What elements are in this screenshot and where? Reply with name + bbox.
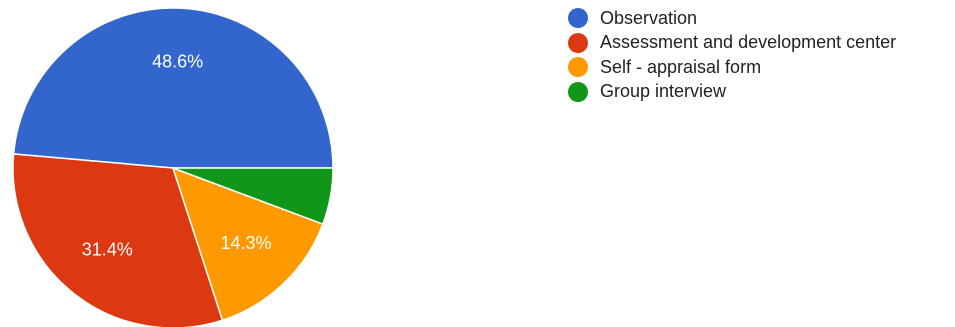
- slice-label-observation: 48.6%: [152, 51, 203, 71]
- legend-item-observation[interactable]: Observation: [568, 6, 896, 31]
- legend-label-observation: Observation: [600, 7, 698, 28]
- chart-legend: Observation Assessment and development c…: [568, 6, 896, 104]
- pie-slice-group-interview[interactable]: [172, 167, 334, 226]
- legend-item-self-appraisal-form[interactable]: Self - appraisal form: [568, 55, 896, 80]
- legend-label-assessment-and-development-center: Assessment and development center: [600, 32, 897, 53]
- slice-label-assessment-and-development-center: 31.4%: [82, 239, 133, 259]
- pie-chart: 48.6% 31.4% 14.3%: [12, 7, 334, 327]
- legend-swatch-observation: [568, 8, 588, 29]
- legend-swatch-assessment-and-development-center: [568, 32, 588, 53]
- slice-label-self-appraisal-form: 14.3%: [220, 233, 271, 253]
- pie-slice-self-appraisal-form[interactable]: [171, 166, 324, 322]
- pie-slice-assessment-and-development-center[interactable]: [12, 153, 224, 327]
- legend-label-group-interview: Group interview: [600, 81, 727, 102]
- legend-swatch-group-interview: [568, 81, 588, 102]
- legend-item-group-interview[interactable]: Group interview: [568, 80, 896, 105]
- legend-item-assessment-and-development-center[interactable]: Assessment and development center: [568, 31, 896, 56]
- pie-slice-observation[interactable]: [12, 7, 334, 169]
- legend-swatch-self-appraisal-form: [568, 57, 588, 78]
- legend-label-self-appraisal-form: Self - appraisal form: [600, 56, 762, 77]
